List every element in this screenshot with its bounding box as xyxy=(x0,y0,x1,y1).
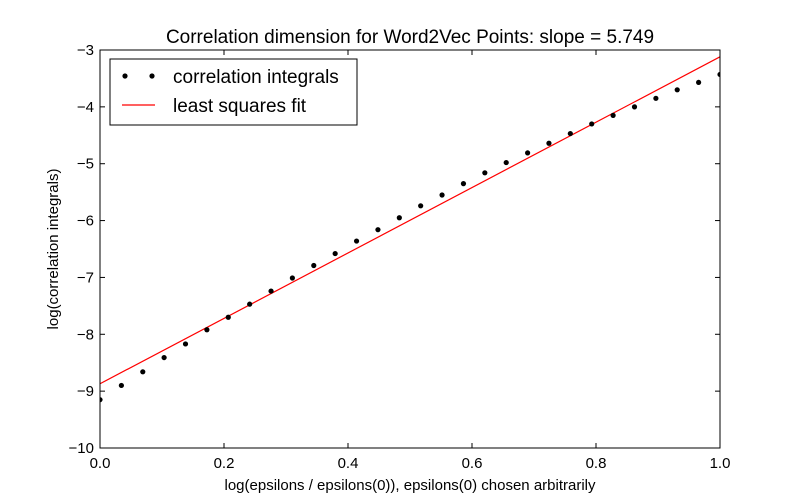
data-point xyxy=(182,341,189,347)
data-point xyxy=(439,192,445,198)
x-tick-label: 0.6 xyxy=(462,455,483,472)
data-point xyxy=(525,150,531,156)
data-point xyxy=(546,140,552,146)
data-point xyxy=(268,288,274,294)
data-point xyxy=(696,79,702,86)
data-point xyxy=(653,95,659,101)
data-point xyxy=(631,104,638,110)
data-point xyxy=(375,227,381,233)
legend-label-correlation-integrals: correlation integrals xyxy=(173,67,339,88)
plot-marks xyxy=(100,56,720,403)
legend-box xyxy=(109,58,358,126)
axis-ticks: 0.0 0.2 0.4 0.6 0.8 1.0 −3 −4 −5 −6 −7 −8 −9 −10 xyxy=(69,42,731,472)
data-point xyxy=(567,130,573,137)
legend-label-least-squares-fit: least squares fit xyxy=(173,96,307,117)
chart-title: Correlation dimension for Word2Vec Point… xyxy=(166,27,654,48)
y-tick-label: −3 xyxy=(77,42,94,59)
y-tick-label: −5 xyxy=(77,156,94,173)
data-point xyxy=(118,382,124,389)
y-tick-label: −4 xyxy=(77,99,94,116)
data-point xyxy=(460,181,467,187)
x-axis-label: log(epsilons / epsilons(0)), epsilons(0)… xyxy=(225,477,596,494)
fit-line xyxy=(100,56,720,385)
y-tick-label: −6 xyxy=(77,213,94,230)
data-point xyxy=(674,87,680,93)
y-tick-label: −7 xyxy=(77,269,94,286)
data-point xyxy=(225,314,231,320)
data-point xyxy=(482,170,488,176)
legend-marker-point-2 xyxy=(149,73,155,79)
data-point xyxy=(589,121,595,127)
y-axis-label: log(correlation integrals) xyxy=(45,169,62,330)
data-point xyxy=(289,275,295,281)
data-point xyxy=(204,327,210,333)
y-tick-label: −9 xyxy=(77,383,94,400)
x-tick-label: 0.2 xyxy=(214,455,235,472)
data-point xyxy=(503,159,509,166)
y-tick-label: −8 xyxy=(77,326,94,343)
data-point xyxy=(396,215,402,221)
data-point xyxy=(161,354,167,361)
data-point xyxy=(332,250,338,257)
data-point xyxy=(140,369,146,375)
y-tick-label: −10 xyxy=(69,440,94,457)
data-point xyxy=(717,71,720,78)
legend: correlation integrals least squares fit xyxy=(109,58,358,126)
data-point xyxy=(100,397,103,403)
x-tick-label: 0.4 xyxy=(338,455,359,472)
plot-frame xyxy=(99,49,721,449)
data-point xyxy=(418,203,424,209)
data-point xyxy=(610,112,616,118)
x-tick-label: 0.8 xyxy=(586,455,607,472)
x-tick-label: 1.0 xyxy=(710,455,731,472)
x-tick-label: 0.0 xyxy=(90,455,111,472)
legend-marker-point-1 xyxy=(122,73,128,79)
data-point xyxy=(311,262,317,269)
data-point xyxy=(353,238,360,244)
data-point xyxy=(247,301,253,307)
